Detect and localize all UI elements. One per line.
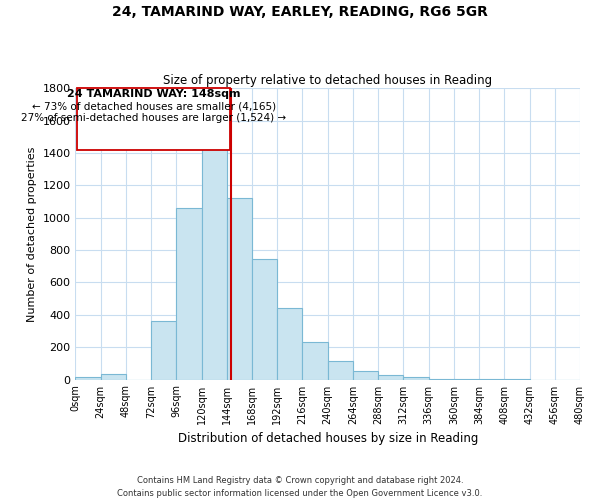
Bar xyxy=(77,88,230,150)
Bar xyxy=(101,374,126,380)
Y-axis label: Number of detached properties: Number of detached properties xyxy=(27,146,37,322)
Bar xyxy=(202,142,227,380)
Bar xyxy=(378,374,403,380)
Text: ← 73% of detached houses are smaller (4,165): ← 73% of detached houses are smaller (4,… xyxy=(32,101,276,111)
Text: 24 TAMARIND WAY: 148sqm: 24 TAMARIND WAY: 148sqm xyxy=(67,89,241,99)
Bar xyxy=(227,198,252,380)
Bar xyxy=(428,378,454,380)
Bar xyxy=(353,370,378,380)
Text: 27% of semi-detached houses are larger (1,524) →: 27% of semi-detached houses are larger (… xyxy=(21,114,286,124)
Bar xyxy=(252,259,277,380)
Bar xyxy=(277,308,302,380)
Bar xyxy=(302,342,328,380)
Text: 24, TAMARIND WAY, EARLEY, READING, RG6 5GR: 24, TAMARIND WAY, EARLEY, READING, RG6 5… xyxy=(112,5,488,19)
X-axis label: Distribution of detached houses by size in Reading: Distribution of detached houses by size … xyxy=(178,432,478,445)
Bar xyxy=(76,377,101,380)
Bar xyxy=(176,208,202,380)
Title: Size of property relative to detached houses in Reading: Size of property relative to detached ho… xyxy=(163,74,492,87)
Bar xyxy=(328,361,353,380)
Bar xyxy=(151,322,176,380)
Bar xyxy=(403,377,428,380)
Text: Contains HM Land Registry data © Crown copyright and database right 2024.
Contai: Contains HM Land Registry data © Crown c… xyxy=(118,476,482,498)
